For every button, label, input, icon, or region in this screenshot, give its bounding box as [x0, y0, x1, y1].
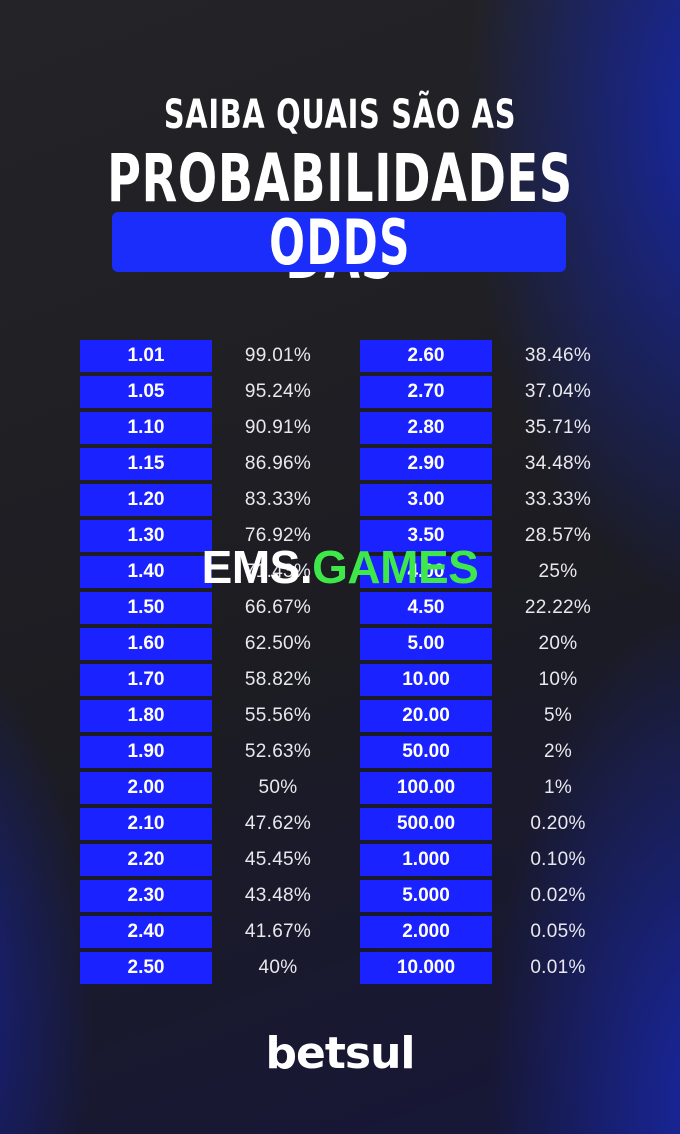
- odd-value: 1.30: [80, 520, 212, 552]
- odd-value: 2.20: [80, 844, 212, 876]
- odd-value: 500.00: [360, 808, 492, 840]
- probability-value: 45.45%: [244, 849, 312, 870]
- probability-value: 66.67%: [244, 597, 312, 618]
- odd-value: 4.00: [360, 556, 492, 588]
- odd-value: 1.90: [80, 736, 212, 768]
- probability-value: 83.33%: [244, 489, 312, 510]
- probability-value: 50%: [258, 777, 298, 798]
- probability-value: 0.10%: [530, 849, 586, 870]
- probability-value: 33.33%: [524, 489, 592, 510]
- probability-value: 41.67%: [244, 921, 312, 942]
- odds-highlight-bar: [112, 212, 566, 272]
- odd-value: 1.80: [80, 700, 212, 732]
- probability-value: 86.96%: [244, 453, 312, 474]
- odd-value: 1.40: [80, 556, 212, 588]
- watermark-part-1: EMS.: [201, 541, 313, 593]
- probability-value: 25%: [538, 561, 578, 582]
- probability-value: 22.22%: [524, 597, 592, 618]
- odd-value: 2.50: [80, 952, 212, 984]
- probability-value: 0.01%: [530, 957, 586, 978]
- odd-value: 2.30: [80, 880, 212, 912]
- odd-value: 1.70: [80, 664, 212, 696]
- probability-value: 71.43%: [244, 561, 312, 582]
- odd-value: 2.40: [80, 916, 212, 948]
- odd-value: 2.10: [80, 808, 212, 840]
- odd-value: 3.50: [360, 520, 492, 552]
- odd-value: 5.000: [360, 880, 492, 912]
- probability-value: 0.02%: [530, 885, 586, 906]
- probability-value: 52.63%: [244, 741, 312, 762]
- watermark-part-2: GAMES: [312, 541, 479, 593]
- probability-value: 28.57%: [524, 525, 592, 546]
- watermark: EMS.GAMES: [0, 540, 680, 594]
- probability-value: 58.82%: [244, 669, 312, 690]
- odd-value: 10.000: [360, 952, 492, 984]
- odd-value: 2.000: [360, 916, 492, 948]
- odd-value: 1.05: [80, 376, 212, 408]
- betsul-logo: betsul: [265, 1028, 416, 1079]
- odd-value: 2.80: [360, 412, 492, 444]
- odd-value: 20.00: [360, 700, 492, 732]
- probability-value: 5%: [543, 705, 573, 726]
- odd-value: 3.00: [360, 484, 492, 516]
- odd-value: 4.50: [360, 592, 492, 624]
- odd-value: 2.00: [80, 772, 212, 804]
- probability-value: 0.05%: [530, 921, 586, 942]
- probability-value: 0.20%: [530, 813, 586, 834]
- probability-value: 47.62%: [244, 813, 312, 834]
- probability-value: 76.92%: [244, 525, 312, 546]
- probability-value: 2%: [543, 741, 573, 762]
- headline-line-2: PROBABILIDADES DAS: [107, 140, 573, 294]
- headline-line-1: SAIBA QUAIS SÃO AS: [163, 92, 517, 138]
- odd-value: 5.00: [360, 628, 492, 660]
- probability-value: 99.01%: [244, 345, 312, 366]
- odd-value: 1.20: [80, 484, 212, 516]
- probability-value: 38.46%: [524, 345, 592, 366]
- odd-value: 1.15: [80, 448, 212, 480]
- probability-value: 43.48%: [244, 885, 312, 906]
- odd-value: 50.00: [360, 736, 492, 768]
- odd-value: 1.01: [80, 340, 212, 372]
- headline-odds: ODDS: [269, 206, 411, 279]
- probability-value: 1%: [543, 777, 573, 798]
- probability-value: 40%: [258, 957, 298, 978]
- probability-value: 10%: [538, 669, 578, 690]
- probability-value: 20%: [538, 633, 578, 654]
- odd-value: 1.10: [80, 412, 212, 444]
- odd-value: 1.000: [360, 844, 492, 876]
- odd-value: 100.00: [360, 772, 492, 804]
- odd-value: 2.70: [360, 376, 492, 408]
- odd-value: 1.50: [80, 592, 212, 624]
- odd-value: 2.60: [360, 340, 492, 372]
- odd-value: 10.00: [360, 664, 492, 696]
- probability-value: 95.24%: [244, 381, 312, 402]
- probability-value: 34.48%: [524, 453, 592, 474]
- probability-value: 90.91%: [244, 417, 312, 438]
- probability-value: 62.50%: [244, 633, 312, 654]
- probability-value: 37.04%: [524, 381, 592, 402]
- probability-value: 55.56%: [244, 705, 312, 726]
- odd-value: 1.60: [80, 628, 212, 660]
- odd-value: 2.90: [360, 448, 492, 480]
- probability-value: 35.71%: [524, 417, 592, 438]
